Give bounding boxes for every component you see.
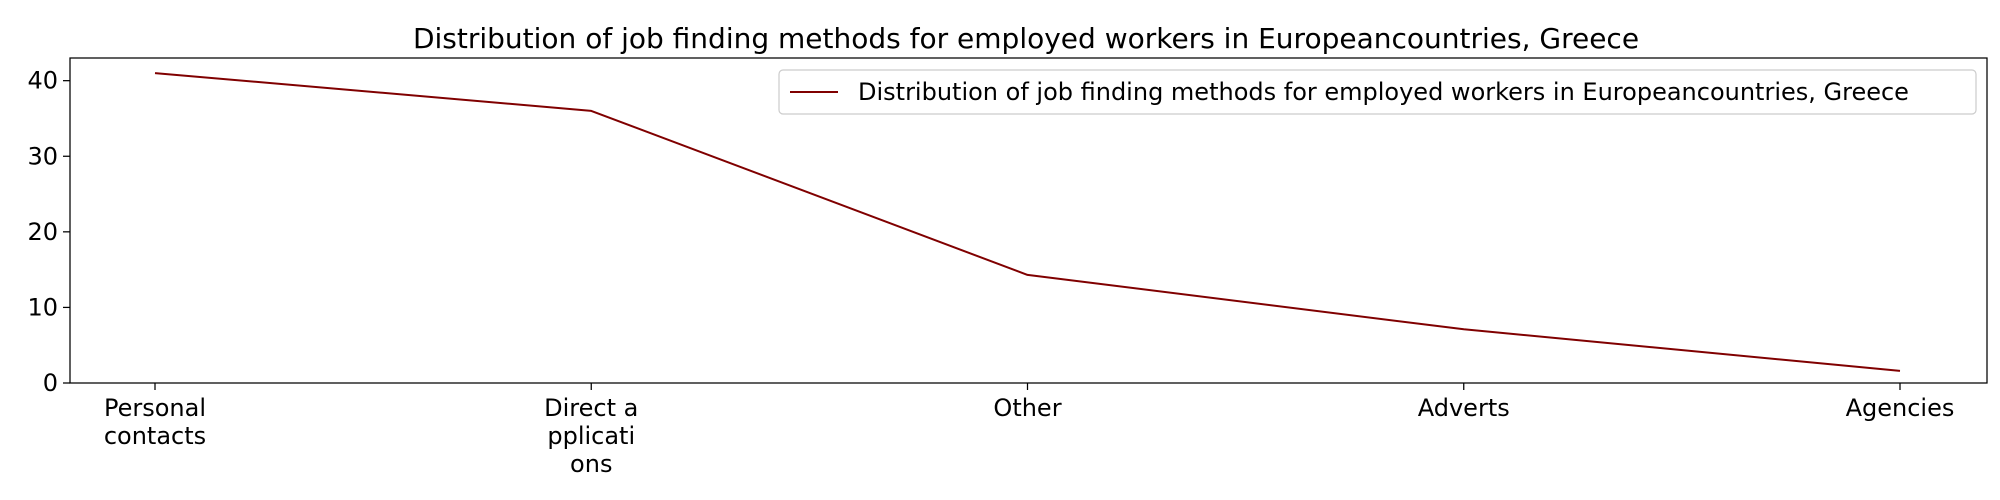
series-layer <box>154 72 1901 372</box>
x-axis: Personal contacts Direct a pplicati ons Other… <box>104 383 1955 478</box>
plot-frame <box>69 57 1988 384</box>
y-axis: 0 10 20 30 40 <box>27 67 70 397</box>
x-tick-label: Direct a pplicati ons <box>544 394 638 478</box>
series-line <box>154 72 1901 372</box>
y-tick-label: 10 <box>27 293 58 321</box>
y-tick-label: 30 <box>27 142 58 170</box>
x-tick-label: Adverts <box>1418 394 1510 422</box>
legend: Distribution of job finding methods for … <box>778 69 1977 115</box>
legend-label: Distribution of job finding methods for … <box>858 78 1909 106</box>
x-tick-label: Other <box>993 394 1061 422</box>
y-tick-label: 20 <box>27 218 58 246</box>
chart-title: Distribution of job finding methods for … <box>413 22 1639 55</box>
y-tick-label: 40 <box>27 67 58 95</box>
y-tick-label: 0 <box>43 369 58 397</box>
x-tick-label: Personal contacts <box>104 394 206 450</box>
x-tick-label: Agencies <box>1846 394 1955 422</box>
legend-box <box>778 69 1977 115</box>
